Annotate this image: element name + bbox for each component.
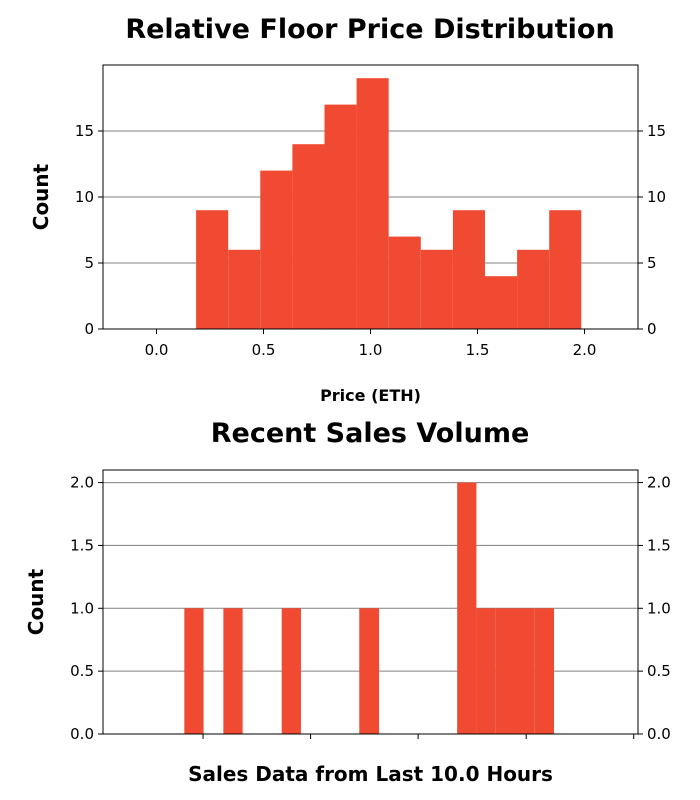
bar <box>484 276 518 329</box>
bar <box>457 482 477 734</box>
y-tick-label-right: 2.0 <box>647 474 671 492</box>
bar <box>292 144 325 329</box>
y-tick-label-right: 15 <box>647 122 666 140</box>
plot-frame <box>102 469 639 735</box>
bar <box>223 608 243 734</box>
y-tick-label-right: 5 <box>647 254 657 272</box>
y-tick-label: 5 <box>84 254 94 272</box>
y-tick-label: 2.0 <box>70 474 94 492</box>
bar <box>281 608 301 734</box>
y-tick-label: 15 <box>75 122 94 140</box>
bar <box>324 104 357 329</box>
x-axis-label: Sales Data from Last 10.0 Hours <box>188 762 553 786</box>
bar <box>228 249 261 329</box>
y-axis-label: Count <box>24 568 48 635</box>
y-tick-label: 0 <box>84 320 94 338</box>
y-tick-label: 0.0 <box>70 725 94 743</box>
bar <box>452 210 485 329</box>
bar <box>184 608 204 734</box>
y-tick-label-right: 0.5 <box>647 662 671 680</box>
bar <box>549 210 582 329</box>
bar <box>476 608 496 734</box>
bar <box>260 170 293 329</box>
x-tick-label: 1.0 <box>359 341 383 359</box>
chart-title: Recent Sales Volume <box>211 418 530 449</box>
y-tick-label-right: 0.0 <box>647 725 671 743</box>
bar <box>515 608 535 734</box>
x-tick-label: 2.0 <box>573 341 597 359</box>
y-tick-label-right: 1.5 <box>647 536 671 554</box>
y-tick-label: 10 <box>75 188 94 206</box>
bar <box>356 78 389 329</box>
chart-1: Relative Floor Price Distribution 0 0 5 5 10 1… <box>29 14 666 405</box>
x-tick-label: 1.5 <box>466 341 490 359</box>
bar <box>534 608 555 734</box>
x-tick-label: 0.5 <box>252 341 276 359</box>
y-tick-label: 1.5 <box>70 536 94 554</box>
y-tick-label-right: 0 <box>647 320 657 338</box>
bar <box>196 210 229 329</box>
bar <box>517 249 550 329</box>
y-tick-label-right: 1.0 <box>647 599 671 617</box>
y-tick-label: 0.5 <box>70 662 94 680</box>
chart-title: Relative Floor Price Distribution <box>125 14 614 45</box>
bar <box>420 249 453 329</box>
x-tick-label: 0.0 <box>145 341 169 359</box>
chart-2: Recent Sales Volume 0.0 0.0 0.5 0.5 1.0 1.0 1.5… <box>24 418 671 786</box>
bar <box>495 608 516 734</box>
bar <box>388 236 421 329</box>
x-axis-label: Price (ETH) <box>320 386 421 405</box>
y-tick-label-right: 10 <box>647 188 666 206</box>
y-axis-label: Count <box>29 163 53 230</box>
bar <box>359 608 380 734</box>
y-tick-label: 1.0 <box>70 599 94 617</box>
